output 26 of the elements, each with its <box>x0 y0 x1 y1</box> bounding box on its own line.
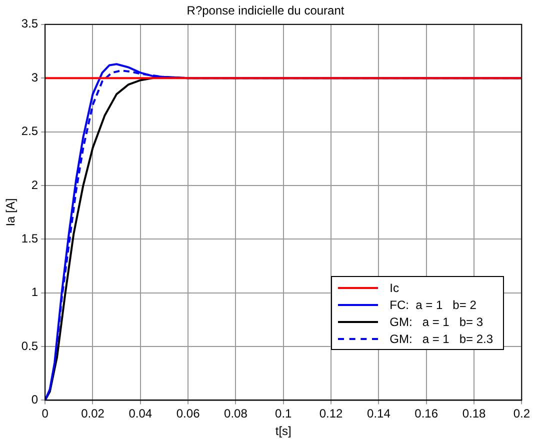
y-tick-label: 2 <box>31 178 38 192</box>
legend-label: GM: a = 1 b= 3 <box>390 314 484 329</box>
x-tick-label: 0.12 <box>319 406 344 421</box>
x-tick-label: 0.06 <box>176 406 200 421</box>
x-tick-label: 0.16 <box>414 406 438 421</box>
chart-title: R?ponse indicielle du courant <box>186 4 345 18</box>
x-tick-label: 0.2 <box>513 406 530 421</box>
y-tick-label: 1 <box>31 285 38 300</box>
x-axis-title: t[s] <box>275 424 292 438</box>
x-tick-label: 0.08 <box>224 406 248 421</box>
legend-label: FC: a = 1 b= 2 <box>390 298 476 312</box>
x-tick-label: 0.18 <box>462 406 486 421</box>
y-tick-label: 0 <box>31 392 38 407</box>
legend-label: Ic <box>390 280 399 295</box>
legend-label: GM: a = 1 b= 2.3 <box>390 332 494 346</box>
y-tick-label: 1.5 <box>21 231 38 246</box>
x-tick-label: 0.04 <box>128 406 152 421</box>
y-tick-label: 2.5 <box>21 124 38 138</box>
x-tick-label: 0 <box>42 406 49 421</box>
y-tick-label: 0.5 <box>21 338 38 353</box>
x-tick-label: 0.02 <box>81 406 105 421</box>
y-tick-label: 3 <box>31 70 38 84</box>
x-tick-label: 0.1 <box>275 406 292 421</box>
x-tick-label: 0.14 <box>367 406 391 421</box>
y-axis-title: Ia [A] <box>4 198 18 226</box>
y-tick-label: 3.5 <box>21 16 38 31</box>
